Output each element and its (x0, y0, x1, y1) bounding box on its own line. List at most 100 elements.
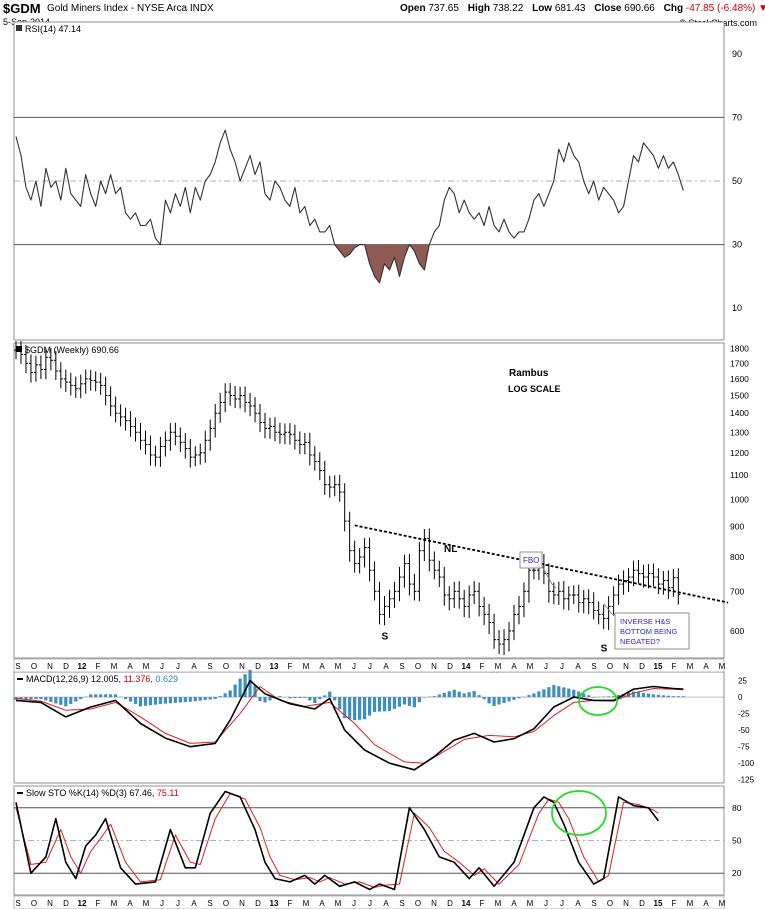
fbo-box (519, 551, 543, 569)
x-tick-label: M (527, 899, 534, 908)
macd-histogram-bar (552, 685, 556, 698)
x-tick-label: 14 (462, 662, 471, 671)
price-label: $GDM (Weekly) 690.66 (25, 345, 119, 355)
comment-pointer (603, 603, 616, 616)
price-y-tick: 1200 (730, 448, 749, 458)
x-tick-label: F (96, 899, 101, 908)
price-y-tick: 1400 (730, 408, 749, 418)
comment-box (614, 612, 690, 650)
macd-histogram-bar (372, 697, 377, 712)
x-tick-label: D (639, 662, 645, 671)
macd-histogram-bar (123, 697, 128, 700)
macd-histogram-bar (168, 697, 172, 704)
close-value: 690.66 (624, 3, 655, 14)
macd-histogram-bar (258, 697, 262, 702)
x-tick-label: A (511, 662, 517, 671)
price-y-tick: 1800 (730, 344, 749, 354)
x-tick-label: M (495, 662, 502, 671)
macd-histogram-bar (457, 691, 461, 698)
macd-histogram-bar (173, 697, 177, 703)
sto-y-tick: 50 (732, 836, 742, 846)
sto-label: Slow STO %K(14) %D(3) 67.46, 75.11 (26, 788, 179, 798)
down-arrow-icon: ▼ (758, 3, 765, 14)
x-tick-label: N (239, 899, 245, 908)
macd-histogram-bar (616, 695, 621, 698)
macd-histogram-bar (49, 697, 53, 702)
macd-histogram-bar (338, 697, 342, 710)
x-tick-label: N (431, 662, 437, 671)
x-tick-label: A (383, 899, 389, 908)
x-tick-label: 15 (654, 899, 663, 908)
macd-histogram-bar (567, 688, 571, 698)
x-tick-label: F (480, 662, 485, 671)
rsi-line (15, 129, 684, 284)
x-tick-label: A (319, 662, 325, 671)
macd-y-tick: 25 (738, 677, 747, 686)
x-axis-strip-top (13, 658, 725, 673)
x-tick-label: F (672, 899, 677, 908)
x-tick-label: M (303, 662, 310, 671)
x-tick-label: M (111, 899, 118, 908)
x-tick-label: J (560, 662, 564, 671)
x-tick-label: J (352, 662, 356, 671)
x-tick-label: S (591, 662, 596, 671)
x-tick-label: N (431, 899, 437, 908)
macd-histogram-bar (109, 694, 113, 698)
x-tick-label: O (31, 899, 37, 908)
macd-histogram-bar (253, 685, 257, 698)
chg-value: -47.85 (-6.48%) (685, 3, 756, 14)
fbo-label: FBO (523, 556, 539, 565)
x-tick-label: N (47, 662, 53, 671)
symbol-description: Gold Miners Index - NYSE Arca INDX (47, 3, 214, 14)
author-annotation: Rambus (509, 368, 549, 379)
rsi-y-tick: 30 (732, 240, 742, 250)
comment-line: INVERSE H&S (620, 617, 670, 626)
macd-histogram-bar (19, 697, 23, 700)
macd-histogram-bar (358, 697, 362, 720)
macd-signal-value: 11.376, (124, 674, 156, 684)
x-tick-label: D (255, 899, 261, 908)
macd-histogram-bar (377, 697, 382, 712)
x-tick-label: F (96, 662, 101, 671)
macd-histogram-bar (472, 691, 476, 698)
fbo-pointer (541, 565, 557, 589)
macd-y-tick: -25 (738, 710, 750, 719)
x-tick-label: M (687, 662, 694, 671)
x-tick-label: M (495, 899, 502, 908)
panel-macd (13, 671, 725, 784)
macd-histogram-bar (557, 686, 561, 698)
x-tick-label: D (447, 662, 453, 671)
macd-histogram-bar (537, 691, 541, 698)
x-tick-label: 12 (78, 899, 87, 908)
comment-line: BOTTOM BEING (620, 627, 678, 636)
macd-histogram-bar (79, 697, 83, 700)
macd-histogram-bar (74, 697, 78, 702)
price-y-tick: 1300 (730, 427, 749, 437)
log-scale-annotation: LOG SCALE (508, 384, 561, 394)
sto-k-value: 67.46, (129, 788, 157, 798)
sto-y-tick: 20 (732, 868, 742, 878)
x-tick-label: D (63, 662, 69, 671)
macd-histogram-bar (512, 697, 516, 700)
price-y-tick: 900 (730, 522, 744, 532)
macd-histogram-bar (437, 694, 441, 698)
macd-histogram-bar (323, 695, 327, 698)
macd-histogram-bar (288, 697, 292, 699)
x-tick-label: A (575, 899, 581, 908)
macd-histogram-bar (661, 695, 665, 698)
macd-line (15, 679, 684, 771)
x-tick-label: N (47, 899, 53, 908)
x-tick-label: J (368, 899, 372, 908)
macd-histogram-bar (313, 697, 317, 704)
macd-histogram-bar (99, 694, 103, 698)
price-y-tick: 600 (730, 626, 744, 636)
x-tick-label: M (527, 662, 534, 671)
x-tick-label: S (207, 899, 212, 908)
macd-histogram-bar (587, 695, 591, 698)
macd-y-tick: -75 (738, 743, 750, 752)
x-tick-label: J (544, 662, 548, 671)
price-y-tick: 1500 (730, 390, 749, 400)
macd-histogram-bar (29, 697, 33, 700)
rsi-oversold-fill (334, 244, 430, 283)
macd-histogram-bar (432, 696, 436, 698)
